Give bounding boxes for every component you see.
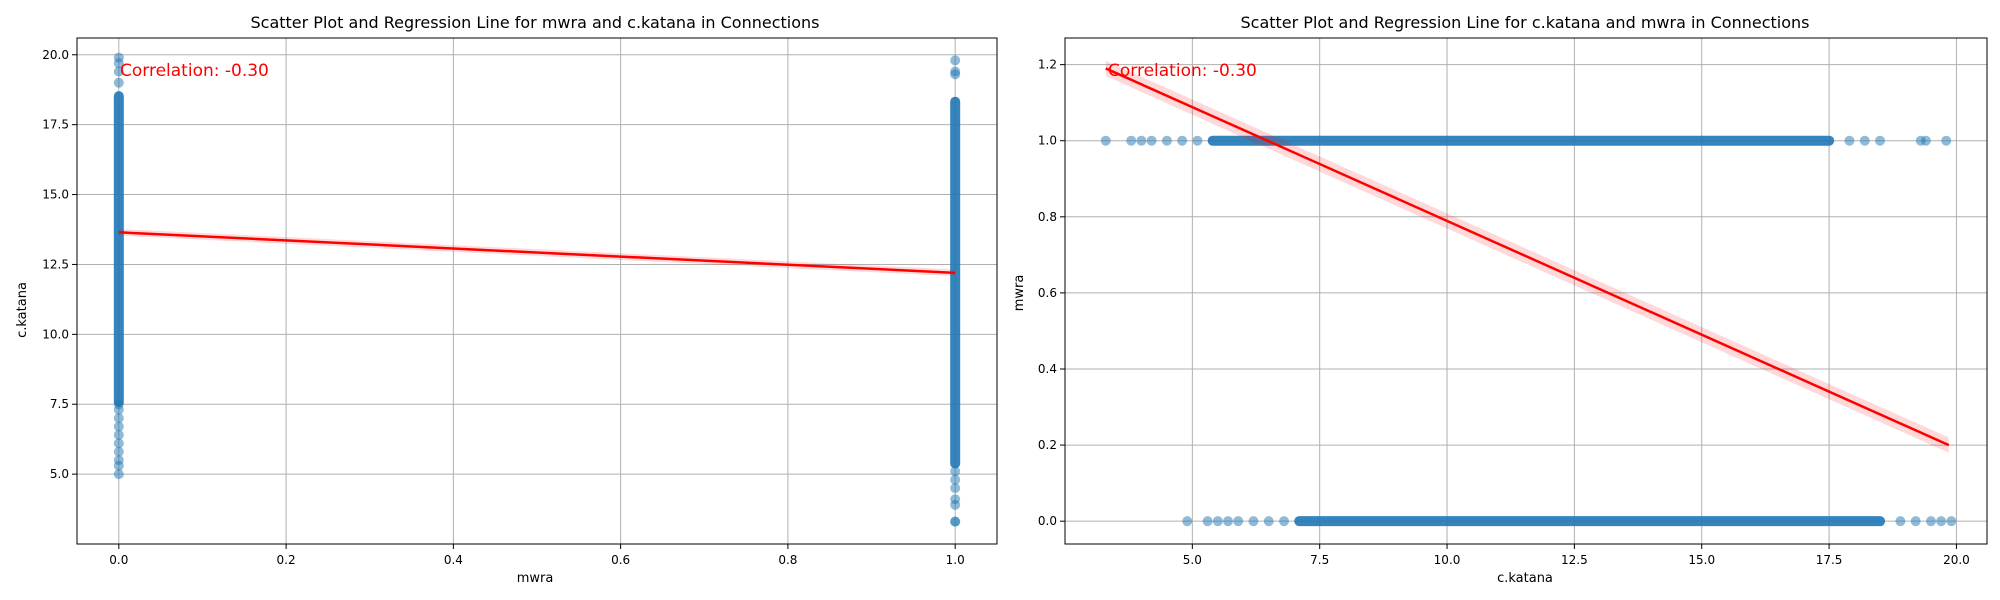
left-scatter-point [113,399,124,410]
right-x-tick-label: 15.0 [1688,553,1715,567]
right-scatter-point [1161,135,1172,146]
left-x-tick-label: 0.2 [277,553,296,567]
right-scatter-point [1177,135,1188,146]
left-scatter-point [113,455,124,466]
right-scatter-point [1182,516,1193,527]
right-scatter-point [1146,135,1157,146]
right-scatter-point [1859,135,1870,146]
right-axes-frame [1064,37,1988,545]
left-regression-line [118,231,956,275]
right-scatter-point [1136,135,1147,146]
left-point-cluster [113,91,124,408]
right-scatter-point [1100,135,1111,146]
right-y-axis-label: mwra [1012,275,1027,312]
right-scatter-point [1279,516,1290,527]
right-y-tick-label: 0.8 [1038,210,1057,224]
right-x-tick-label: 5.0 [1183,553,1202,567]
left-scatter-point [113,446,124,457]
right-scatter-point [1233,516,1244,527]
left-scatter-point [950,466,961,477]
right-x-tick-label: 17.5 [1816,553,1843,567]
left-scatter-point [113,52,124,63]
right-y-tick-label: 1.0 [1038,134,1057,148]
left-scatter-point [950,474,961,485]
right-y-tick-label: 0.2 [1038,438,1057,452]
left-scatter-point [113,438,124,449]
right-scatter-point [1925,516,1936,527]
left-scatter-point [113,469,124,480]
right-point-cluster [1207,135,1835,146]
left-scatter-point [113,429,124,440]
right-scatter-point [1936,516,1947,527]
right-y-tick-label: 0.6 [1038,286,1057,300]
left-y-tick-label: 17.5 [42,118,69,132]
right-x-tick-label: 7.5 [1310,553,1329,567]
left-y-tick-label: 20.0 [42,48,69,62]
right-scatter-point [1126,135,1137,146]
right-scatter-point [1895,516,1906,527]
right-regression-line [1105,67,1950,447]
left-scatter-point [950,66,961,77]
right-scatter-point [1212,516,1223,527]
left-scatter-point [113,77,124,88]
left-x-tick-label: 0.4 [444,553,463,567]
right-y-tick-label: 0.4 [1038,362,1057,376]
right-scatter-point [1192,135,1203,146]
right-x-axis-label: c.katana [1497,571,1553,586]
right-scatter-point [1223,516,1234,527]
right-x-tick-label: 12.5 [1561,553,1588,567]
left-x-tick-label: 0.8 [778,553,797,567]
left-y-tick-label: 12.5 [42,257,69,271]
left-chart: 0.0 0.2 0.4 0.6 0.8 1.0 5.0 7.5 10.0 12.5 15.0 17.5… [15,13,998,586]
right-x-tick-label: 20.0 [1943,553,1970,567]
left-x-axis-label: mwra [517,571,554,586]
right-chart-title: Scatter Plot and Regression Line for c.k… [1240,13,1809,32]
right-scatter-point [1946,516,1957,527]
left-x-tick-label: 0.0 [109,553,128,567]
right-scatter-point [1844,135,1855,146]
left-scatter-point [113,413,124,424]
right-x-tick-label: 10.0 [1434,553,1461,567]
left-point-cluster [950,96,961,469]
right-scatter-point [1910,516,1921,527]
right-correlation-annotation: Correlation: -0.30 [1108,61,1257,81]
right-scatter-point [1941,135,1952,146]
left-plot-area: 0.0 0.2 0.4 0.6 0.8 1.0 5.0 7.5 10.0 12.5 15.0 17.5… [42,37,998,567]
right-scatter-point [1263,516,1274,527]
right-plot-area: 5.0 7.5 10.0 12.5 15.0 17.5 20.0 0.0 0.2 0.4 0.6 0.… [1038,37,1988,567]
left-scatter-point [950,494,961,505]
left-scatter-point [950,55,961,66]
left-scatter-point [950,516,961,527]
left-correlation-annotation: Correlation: -0.30 [120,61,269,81]
left-y-axis-label: c.katana [15,282,30,338]
right-y-tick-label: 0.0 [1038,514,1057,528]
right-scatter-point [1202,516,1213,527]
left-scatter-point [113,421,124,432]
left-y-tick-label: 5.0 [50,467,69,481]
right-chart: 5.0 7.5 10.0 12.5 15.0 17.5 20.0 0.0 0.2 0.4 0.6 0.… [1012,13,1988,586]
right-scatter-point [1920,135,1931,146]
left-y-tick-label: 7.5 [50,397,69,411]
left-y-tick-label: 15.0 [42,188,69,202]
right-y-tick-label: 1.2 [1038,58,1057,72]
left-x-tick-label: 1.0 [946,553,965,567]
left-chart-title: Scatter Plot and Regression Line for mwr… [250,13,819,32]
left-scatter-point [950,483,961,494]
left-axes-frame [76,37,998,545]
left-scatter-point [113,66,124,77]
right-scatter-point [1248,516,1259,527]
right-point-cluster [1294,516,1886,527]
right-scatter-point [1875,135,1886,146]
left-y-tick-label: 10.0 [42,327,69,341]
left-x-tick-label: 0.6 [611,553,630,567]
